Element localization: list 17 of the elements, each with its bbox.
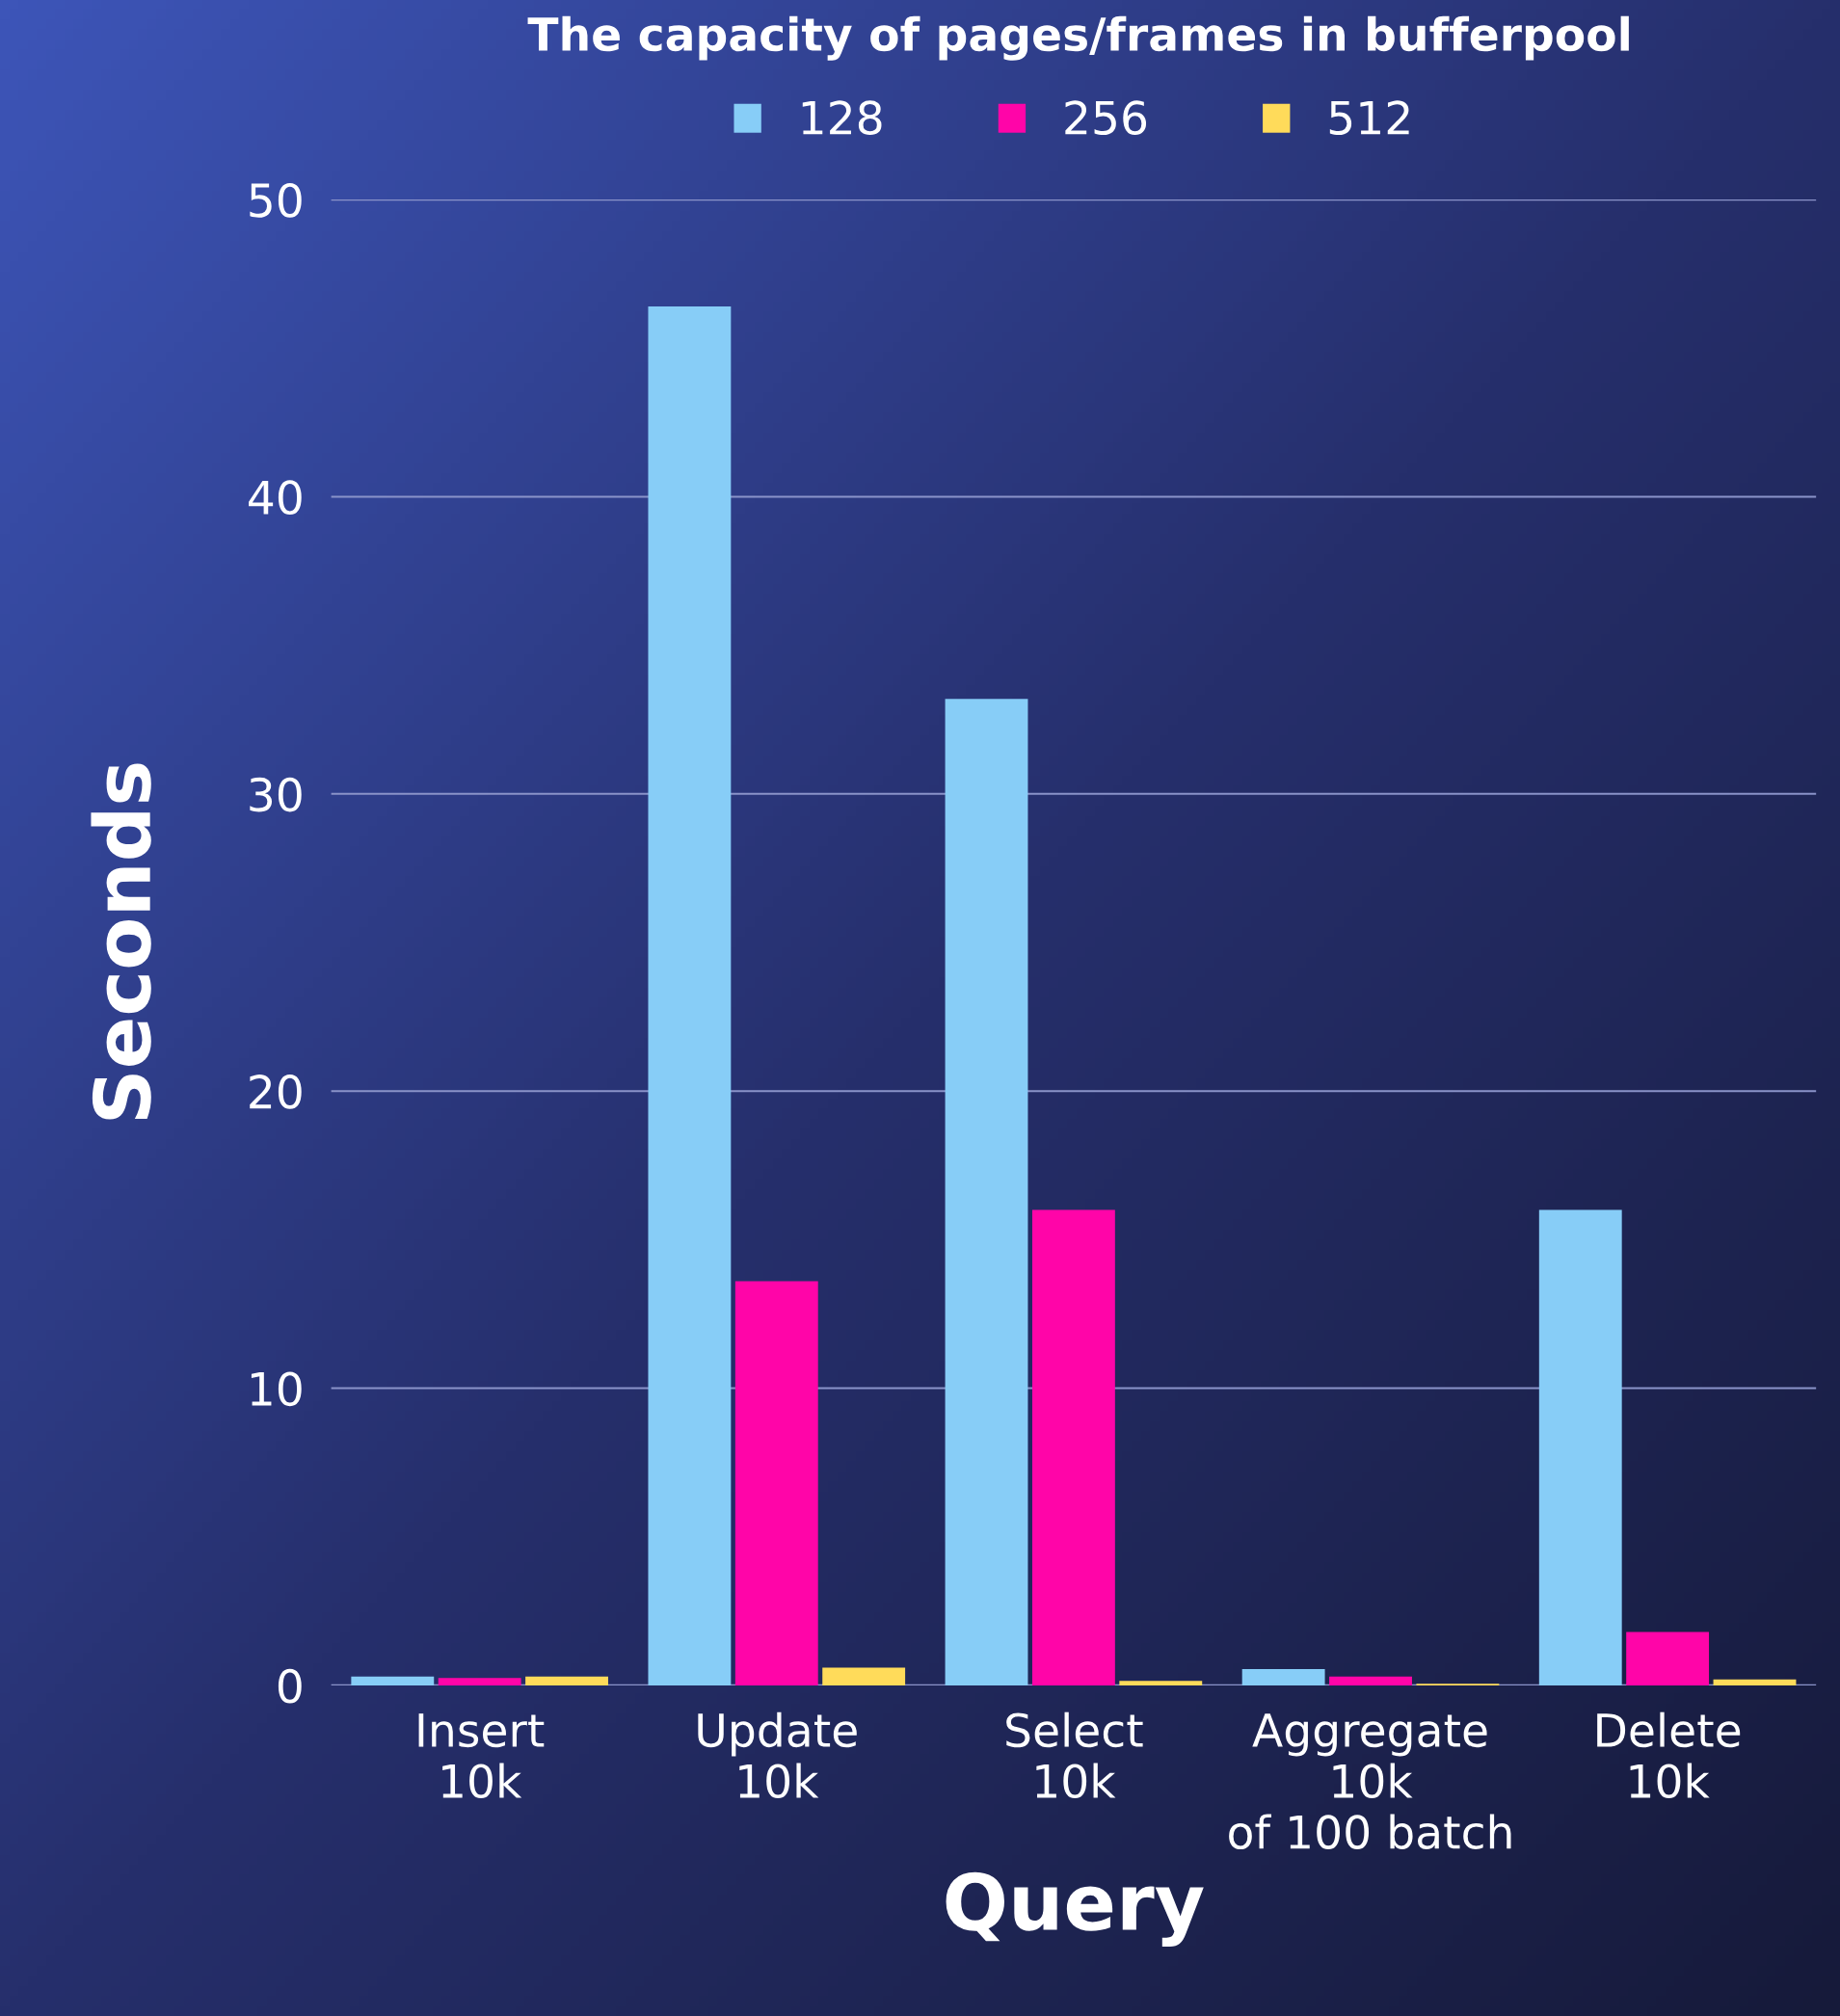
legend-label: 512 [1329, 100, 1409, 136]
x-tick-label: Update 10k [698, 1711, 857, 1799]
x-tick-label: Insert 10k [418, 1713, 545, 1799]
y-tick-label: 10 [251, 1371, 302, 1407]
legend-label: 256 [1065, 100, 1147, 136]
x-axis-title: Query [946, 1871, 1204, 1947]
y-tick-label: 20 [250, 1074, 302, 1109]
y-tick-label: 40 [249, 480, 302, 516]
y-axis-title: Seconds [91, 763, 151, 1120]
y-tick-label: 50 [250, 183, 302, 218]
x-tick-label: Aggregate 10k of 100 batch [1229, 1713, 1511, 1849]
y-tick-label: 0 [278, 1668, 302, 1704]
chart-title: The capacity of pages/frames in bufferpool [527, 15, 1629, 61]
y-tick-label: 30 [250, 777, 302, 812]
legend-label: 128 [802, 100, 882, 136]
x-tick-label: Delete 10k [1597, 1711, 1741, 1799]
x-tick-label: Select 10k [1006, 1711, 1143, 1799]
